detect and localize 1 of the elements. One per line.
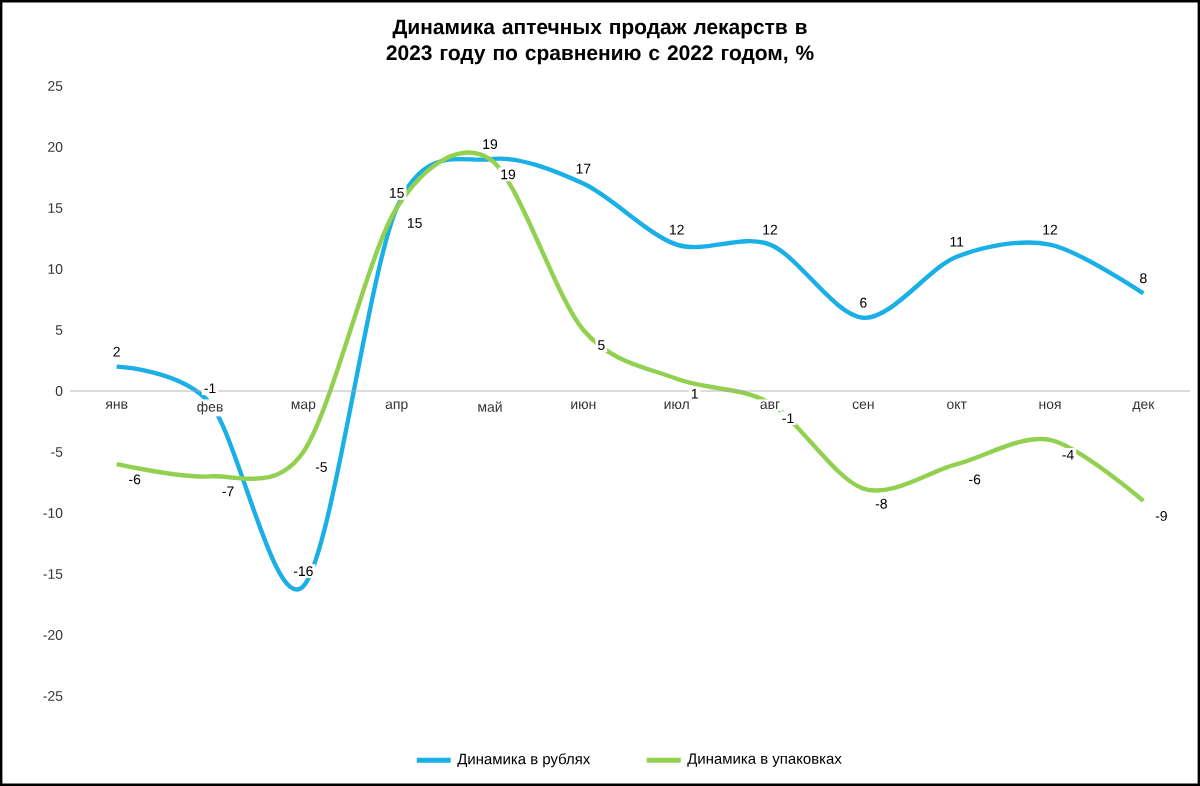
chart-title: Динамика аптечных продаж лекарств в 2023 году по сравнению с 2022 годом, % (386, 19, 814, 65)
